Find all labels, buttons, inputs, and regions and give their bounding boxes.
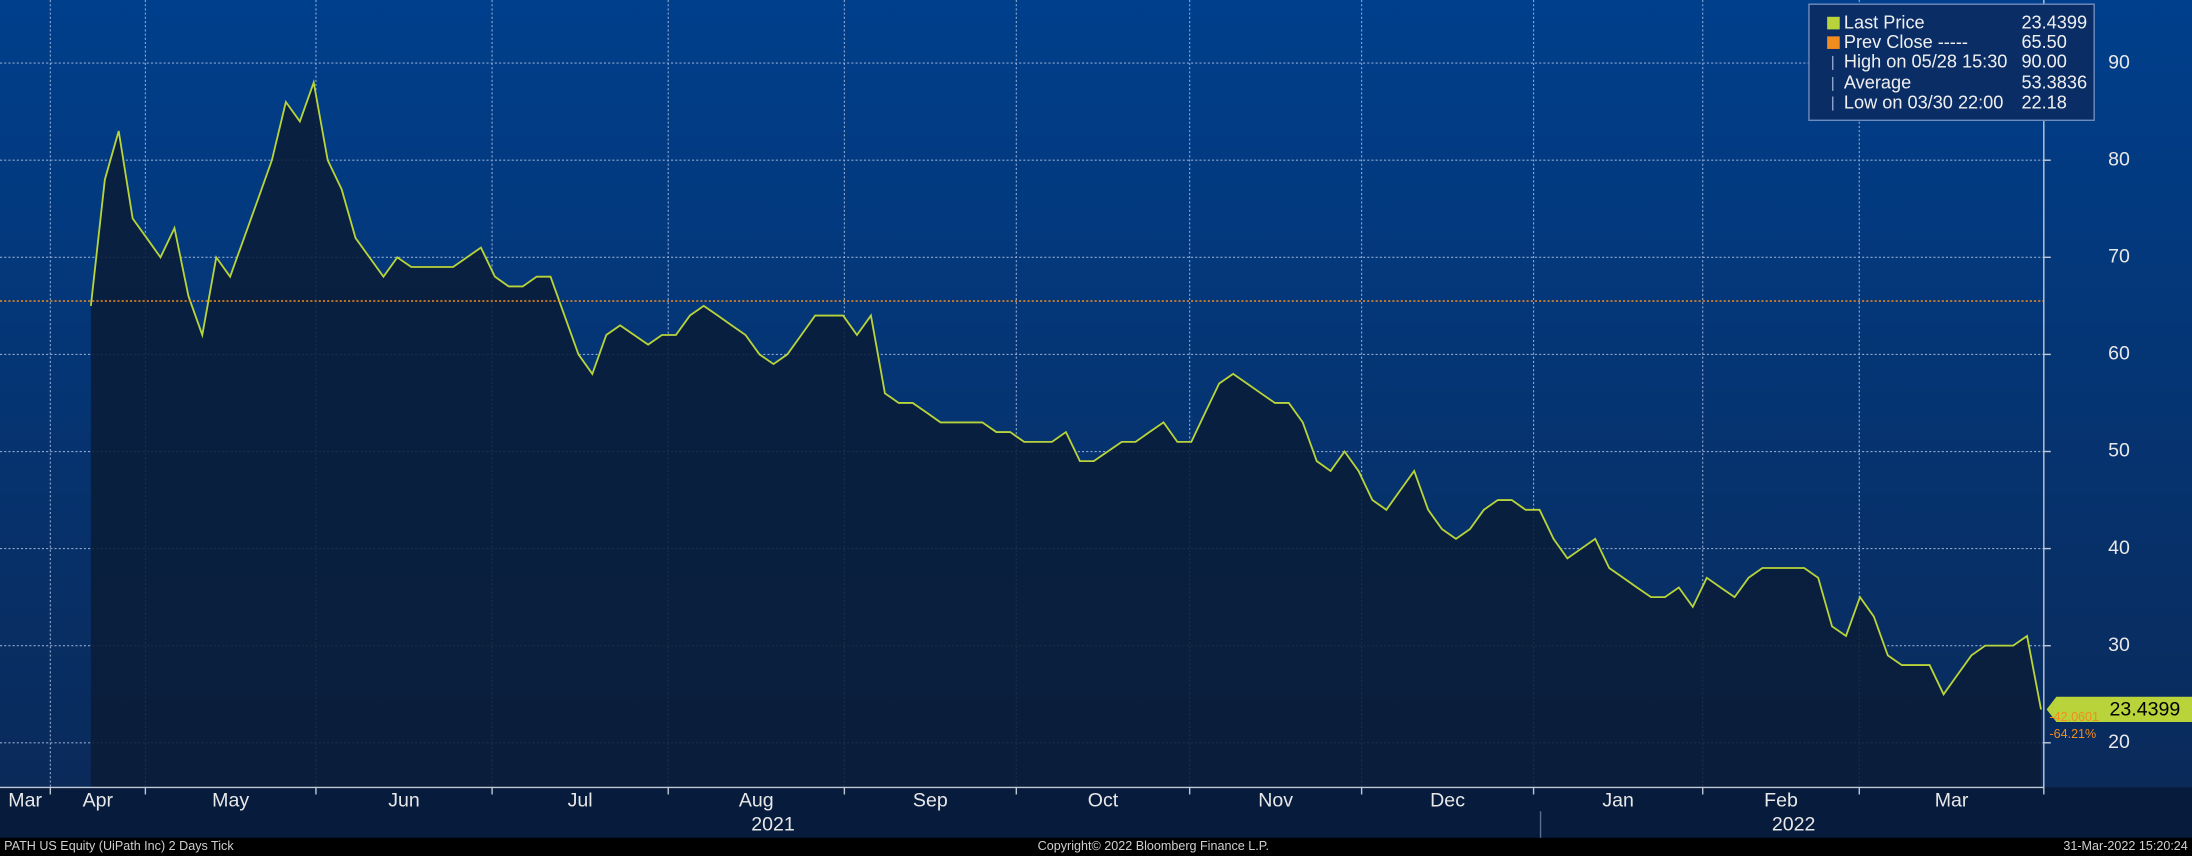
axes: Mar Apr May Jun Jul Aug Sep Oct Nov Dec Jan Feb Mar 2…	[0, 0, 2192, 838]
legend-box	[1808, 3, 2095, 121]
legend-label: High on 05/28 15:30	[1844, 52, 2008, 72]
footer-left: PATH US Equity (UiPath Inc) 2 Days Tick	[4, 839, 234, 853]
legend-value: 53.3836	[2021, 73, 2087, 93]
area	[90, 82, 2042, 788]
x-tick-label: Mar	[8, 790, 42, 812]
legend-value: 90.00	[2021, 52, 2066, 72]
y-tick-label: 70	[2108, 245, 2130, 267]
year-label: 2022	[1772, 813, 1816, 835]
legend-value: 65.50	[2021, 32, 2066, 52]
y-tick-label: 40	[2108, 537, 2130, 559]
legend-swatch	[1827, 16, 1840, 30]
price-line	[89, 79, 2042, 710]
footer-background	[0, 837, 2192, 856]
x-tick-label: Apr	[83, 790, 114, 812]
footer-center: Copyright© 2022 Bloomberg Finance L.P.	[1038, 839, 1269, 853]
legend-label: Low on 03/30 22:00	[1844, 92, 2003, 112]
legend-label: Prev Close -----	[1844, 32, 1968, 52]
y-tick-label: 30	[2108, 634, 2130, 656]
x-tick-label: Oct	[1088, 790, 1119, 812]
y-tick-label: 50	[2108, 440, 2130, 462]
legend: Last Price 23.4399 Prev Close ----- 65.50 Hi…	[1808, 3, 2095, 121]
y-tick-label: 60	[2108, 343, 2130, 365]
change-label: -42.0601	[2049, 710, 2099, 724]
year-label: 2021	[751, 813, 795, 835]
y-tick-label: 90	[2108, 51, 2130, 73]
x-tick-label: May	[212, 790, 249, 812]
x-tick-label: Feb	[1764, 790, 1798, 812]
x-tick-label: Jan	[1602, 790, 1634, 812]
x-tick-label: Nov	[1258, 790, 1293, 812]
legend-value: 22.18	[2021, 92, 2066, 112]
x-tick-label: Jun	[388, 790, 420, 812]
legend-label: Average	[1844, 73, 1911, 93]
last-price-label: 23.4399	[2110, 698, 2181, 720]
y-tick-label: 80	[2108, 148, 2130, 170]
axis-background	[0, 787, 2192, 838]
legend-value: 23.4399	[2021, 13, 2087, 33]
footer-right: 31-Mar-2022 15:20:24	[2063, 839, 2187, 853]
x-tick-label: Dec	[1430, 790, 1465, 812]
y-tick-label: 20	[2108, 731, 2130, 753]
last-price-tag	[2046, 696, 2192, 722]
change-pct-label: -64.21%	[2049, 727, 2096, 741]
legend-swatch	[1827, 36, 1840, 49]
x-tick-label: Jul	[568, 790, 593, 812]
x-tick-label: Aug	[739, 790, 774, 812]
legend-label: Last Price	[1844, 13, 1925, 33]
x-tick-label: Sep	[913, 790, 948, 812]
marks	[0, 79, 2044, 788]
x-tick-label: Mar	[1935, 790, 1969, 812]
